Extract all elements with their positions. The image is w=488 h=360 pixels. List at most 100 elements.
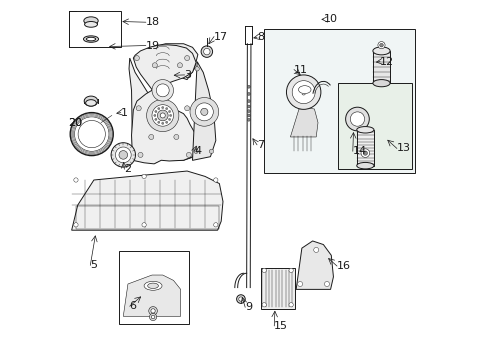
Polygon shape (131, 45, 197, 164)
Circle shape (262, 268, 266, 273)
Ellipse shape (372, 80, 389, 87)
Ellipse shape (356, 127, 373, 133)
Circle shape (184, 55, 189, 60)
Circle shape (156, 84, 169, 97)
Circle shape (201, 108, 207, 116)
Circle shape (174, 134, 179, 139)
Circle shape (286, 75, 320, 109)
Text: 8: 8 (257, 32, 264, 42)
Bar (338, 83, 411, 169)
Circle shape (203, 48, 210, 55)
Circle shape (142, 174, 146, 179)
Circle shape (190, 98, 218, 126)
Ellipse shape (83, 17, 98, 25)
Bar (264, 30, 414, 173)
Circle shape (184, 106, 189, 111)
Circle shape (74, 178, 78, 182)
Circle shape (292, 81, 314, 104)
Circle shape (209, 149, 213, 153)
Ellipse shape (372, 47, 389, 55)
Text: 3: 3 (184, 70, 191, 80)
Circle shape (142, 223, 146, 227)
Circle shape (297, 282, 302, 287)
Circle shape (115, 147, 131, 163)
Circle shape (194, 149, 198, 153)
Circle shape (247, 118, 250, 121)
Circle shape (134, 55, 139, 60)
Text: 15: 15 (274, 321, 287, 331)
Circle shape (247, 105, 250, 108)
Text: 11: 11 (293, 64, 307, 75)
Circle shape (152, 63, 157, 68)
Circle shape (78, 121, 105, 148)
Circle shape (160, 113, 165, 118)
Ellipse shape (84, 22, 97, 27)
Text: 4: 4 (194, 146, 201, 156)
Circle shape (70, 113, 113, 156)
Bar (372, 51, 389, 83)
Circle shape (148, 307, 157, 315)
Circle shape (213, 178, 218, 182)
Circle shape (377, 41, 384, 49)
Text: 9: 9 (244, 302, 252, 312)
Text: 10: 10 (323, 14, 337, 24)
Circle shape (169, 114, 171, 117)
Circle shape (168, 111, 170, 113)
Circle shape (363, 151, 367, 155)
Polygon shape (134, 44, 198, 80)
Circle shape (247, 110, 250, 113)
Circle shape (186, 152, 191, 157)
Text: 18: 18 (145, 17, 160, 27)
Polygon shape (129, 58, 198, 163)
Circle shape (153, 114, 156, 117)
Polygon shape (192, 62, 215, 160)
Circle shape (148, 134, 153, 139)
Circle shape (149, 314, 156, 320)
Bar (356, 130, 373, 166)
Circle shape (195, 67, 199, 71)
Text: 5: 5 (90, 260, 97, 270)
Circle shape (136, 106, 141, 111)
Circle shape (157, 110, 168, 121)
Circle shape (152, 80, 173, 101)
Ellipse shape (356, 162, 373, 169)
Text: 2: 2 (124, 164, 131, 174)
Circle shape (345, 107, 368, 131)
Polygon shape (123, 275, 180, 316)
Circle shape (151, 315, 155, 319)
Text: 19: 19 (145, 41, 160, 50)
Circle shape (168, 118, 170, 121)
Circle shape (247, 85, 250, 88)
Ellipse shape (298, 86, 310, 94)
Circle shape (236, 295, 244, 303)
Circle shape (213, 223, 218, 227)
Circle shape (138, 152, 142, 157)
Circle shape (119, 150, 127, 159)
Circle shape (247, 93, 250, 95)
Polygon shape (72, 171, 223, 230)
Text: 16: 16 (336, 261, 350, 271)
Circle shape (247, 100, 250, 103)
Ellipse shape (144, 281, 162, 290)
Circle shape (158, 121, 160, 123)
Circle shape (74, 223, 78, 227)
Circle shape (162, 107, 163, 109)
Circle shape (165, 121, 167, 123)
Circle shape (288, 268, 293, 273)
Circle shape (162, 122, 163, 125)
Bar (76, 206, 219, 229)
Circle shape (238, 297, 243, 301)
Circle shape (262, 303, 266, 307)
Text: 7: 7 (257, 140, 264, 150)
Circle shape (155, 111, 157, 113)
Text: 17: 17 (214, 32, 228, 41)
Text: 20: 20 (67, 118, 81, 128)
Text: 12: 12 (379, 57, 393, 67)
Ellipse shape (85, 100, 96, 106)
Polygon shape (290, 108, 317, 137)
Text: 6: 6 (129, 301, 137, 311)
Circle shape (195, 103, 213, 121)
Circle shape (247, 114, 250, 117)
Circle shape (379, 43, 383, 47)
Circle shape (152, 105, 173, 126)
